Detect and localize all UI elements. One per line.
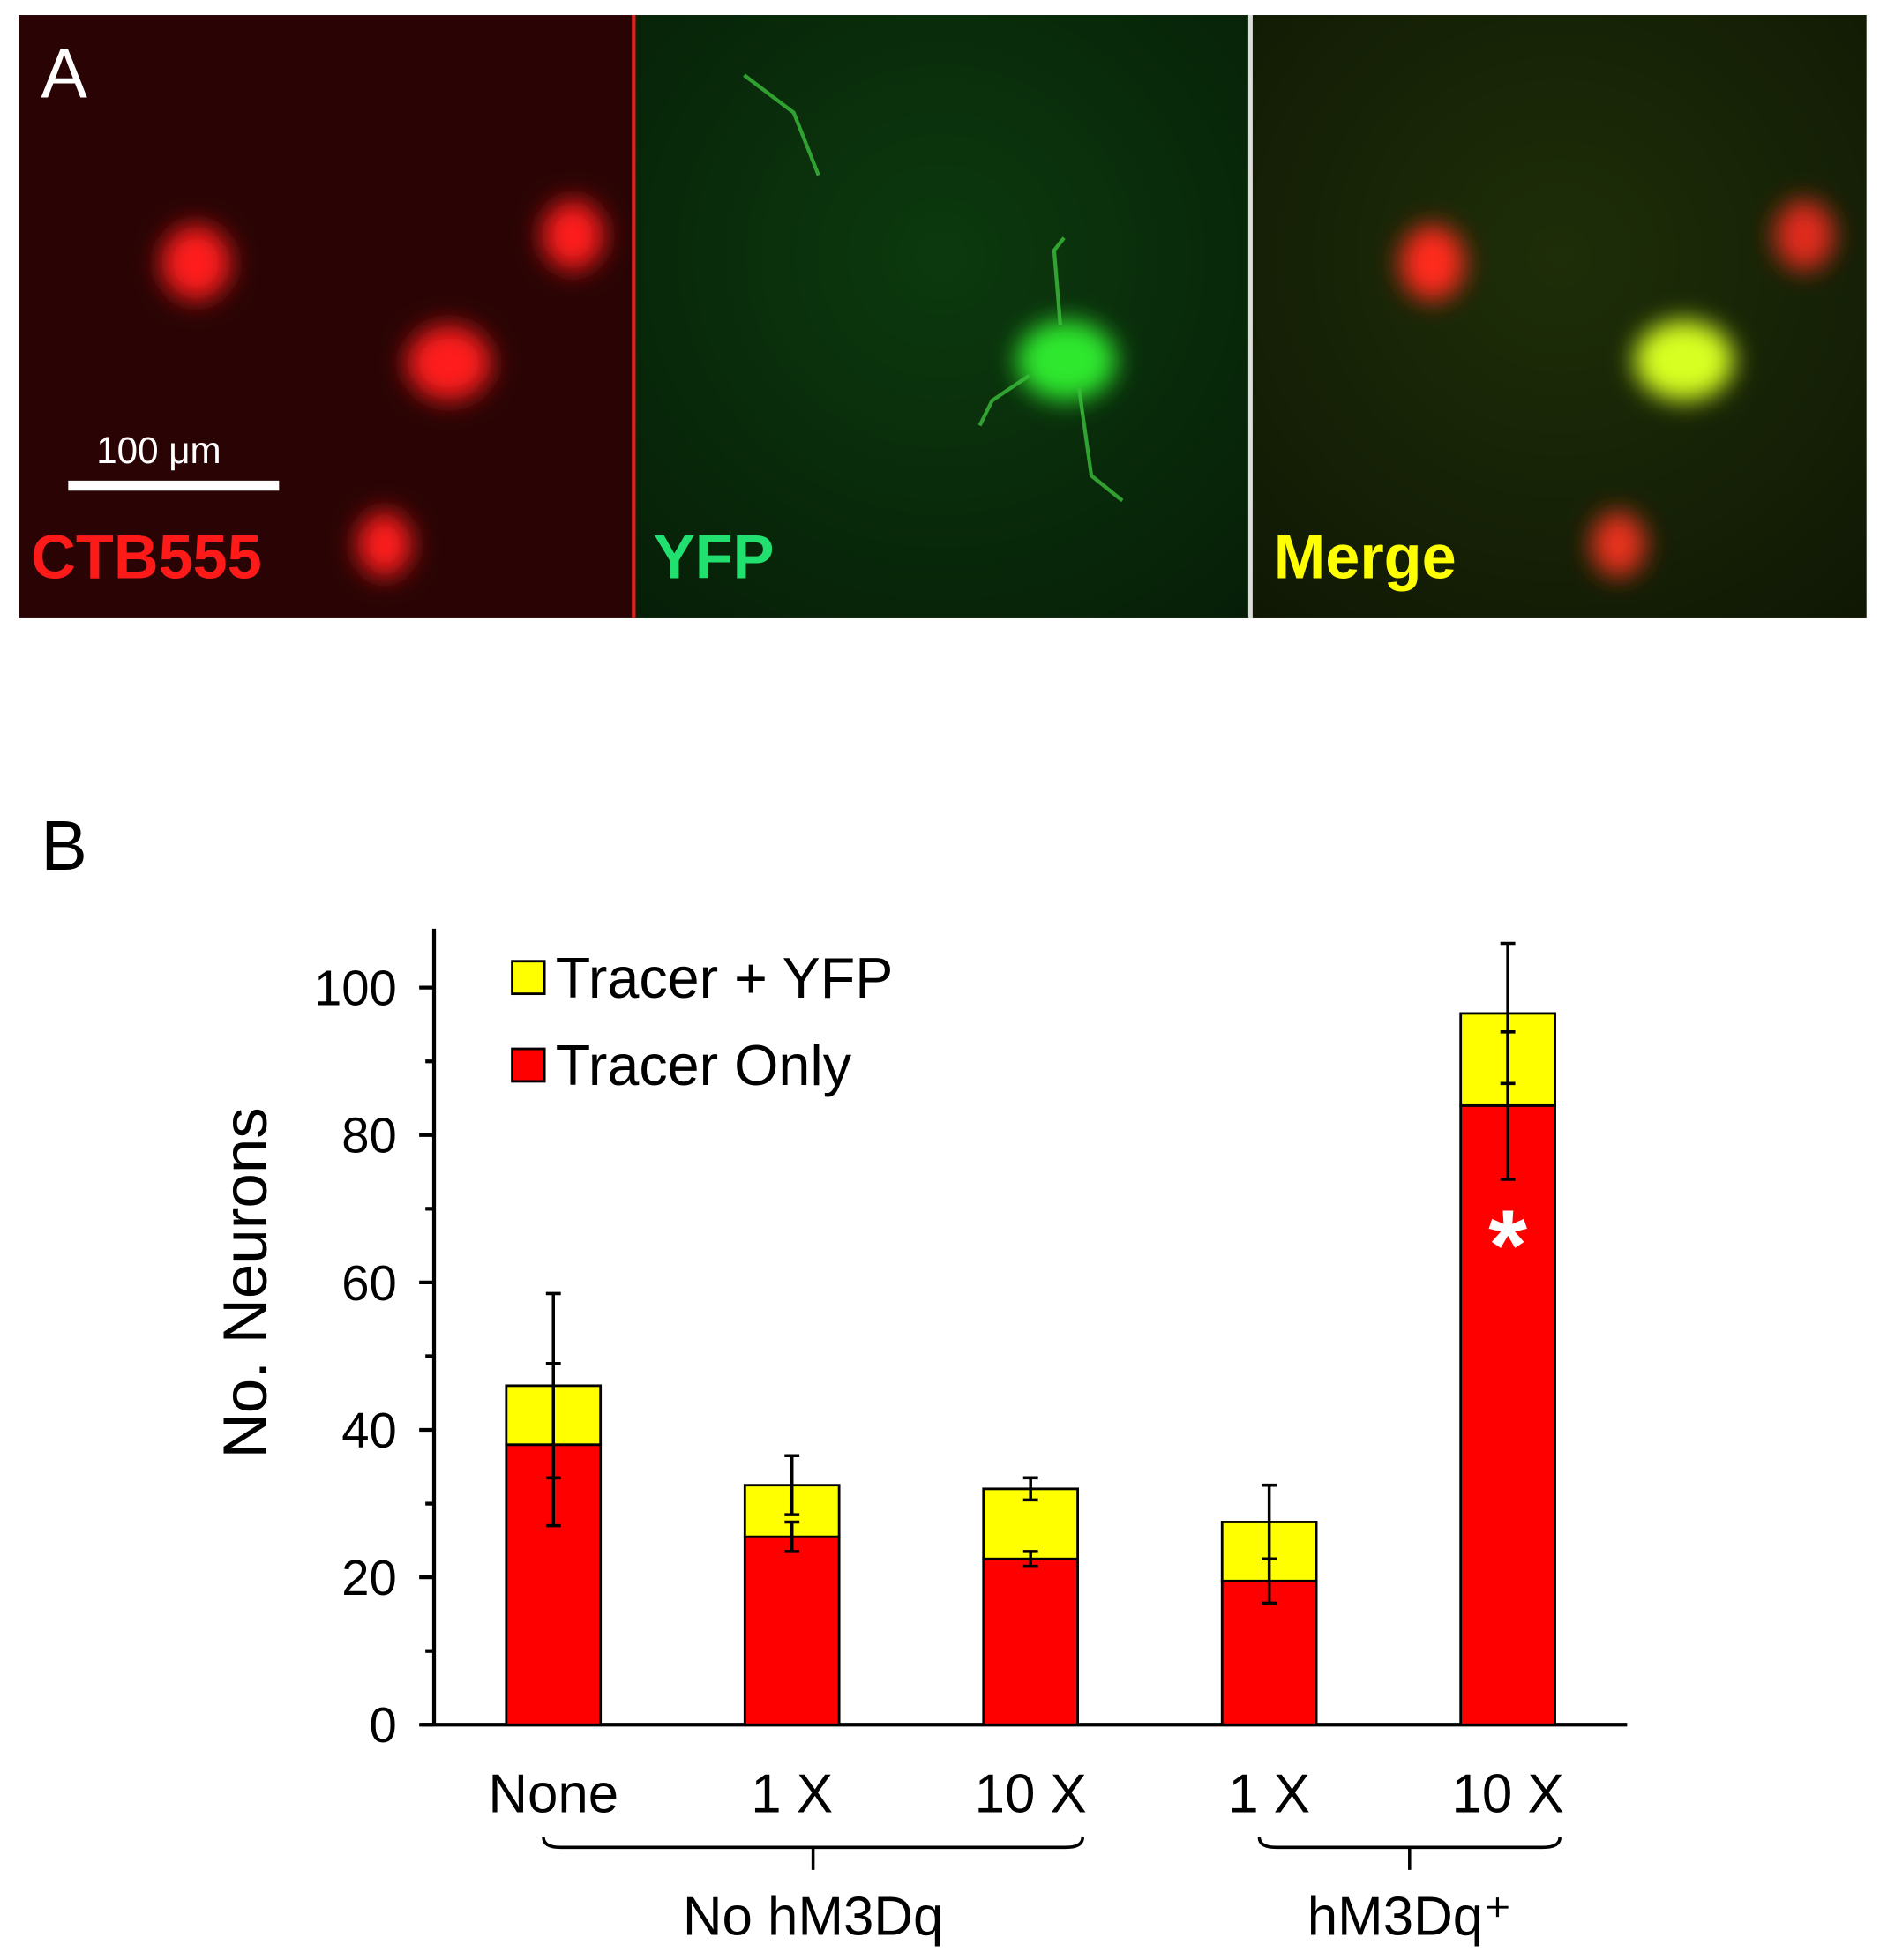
x-tick-label: None [488, 1763, 618, 1824]
y-tick-label: 20 [341, 1550, 397, 1605]
legend-swatch [511, 960, 546, 996]
bar-segment [743, 1535, 841, 1726]
bar-segment [1220, 1579, 1318, 1726]
ctb555-image [19, 15, 634, 618]
channel-label: Merge [1274, 521, 1457, 591]
y-tick-label: 0 [370, 1697, 397, 1753]
panel-label: A [41, 34, 87, 112]
group-label: No hM3Dq [683, 1886, 944, 1947]
legend-swatch [511, 1047, 546, 1083]
error-bar [1500, 941, 1516, 1086]
y-tick-label: 60 [341, 1255, 397, 1311]
error-bar [784, 1454, 800, 1516]
bar-segment [982, 1557, 1080, 1726]
x-tick-label: 1 X [751, 1763, 833, 1824]
x-tick-label: 10 X [1452, 1763, 1564, 1824]
error-bar [1022, 1550, 1038, 1568]
error-bar [1262, 1483, 1277, 1561]
group-bracket [542, 1837, 1084, 1870]
group-label: hM3Dq⁺ [1307, 1886, 1512, 1947]
error-bar [545, 1291, 561, 1480]
group-bracket [1257, 1837, 1562, 1870]
x-tick-label: 10 X [975, 1763, 1087, 1824]
error-bar [1022, 1476, 1038, 1502]
y-tick-label: 40 [341, 1403, 397, 1458]
y-axis-label: No. Neurons [211, 1107, 281, 1458]
legend-label: Tracer + YFP [556, 946, 894, 1010]
scale-bar-label: 100 μm [96, 430, 221, 471]
channel-label: CTB555 [31, 521, 262, 591]
significance-marker: * [1488, 1189, 1527, 1301]
bar-segment [1459, 1103, 1556, 1726]
legend-label: Tracer Only [556, 1033, 852, 1097]
channel-label: YFP [654, 521, 775, 591]
y-tick-label: 100 [314, 960, 397, 1015]
panel-a-images [19, 15, 1867, 618]
panel-label: B [41, 806, 87, 885]
error-bar [784, 1520, 800, 1553]
y-tick-label: 80 [341, 1107, 397, 1163]
x-tick-label: 1 X [1228, 1763, 1310, 1824]
